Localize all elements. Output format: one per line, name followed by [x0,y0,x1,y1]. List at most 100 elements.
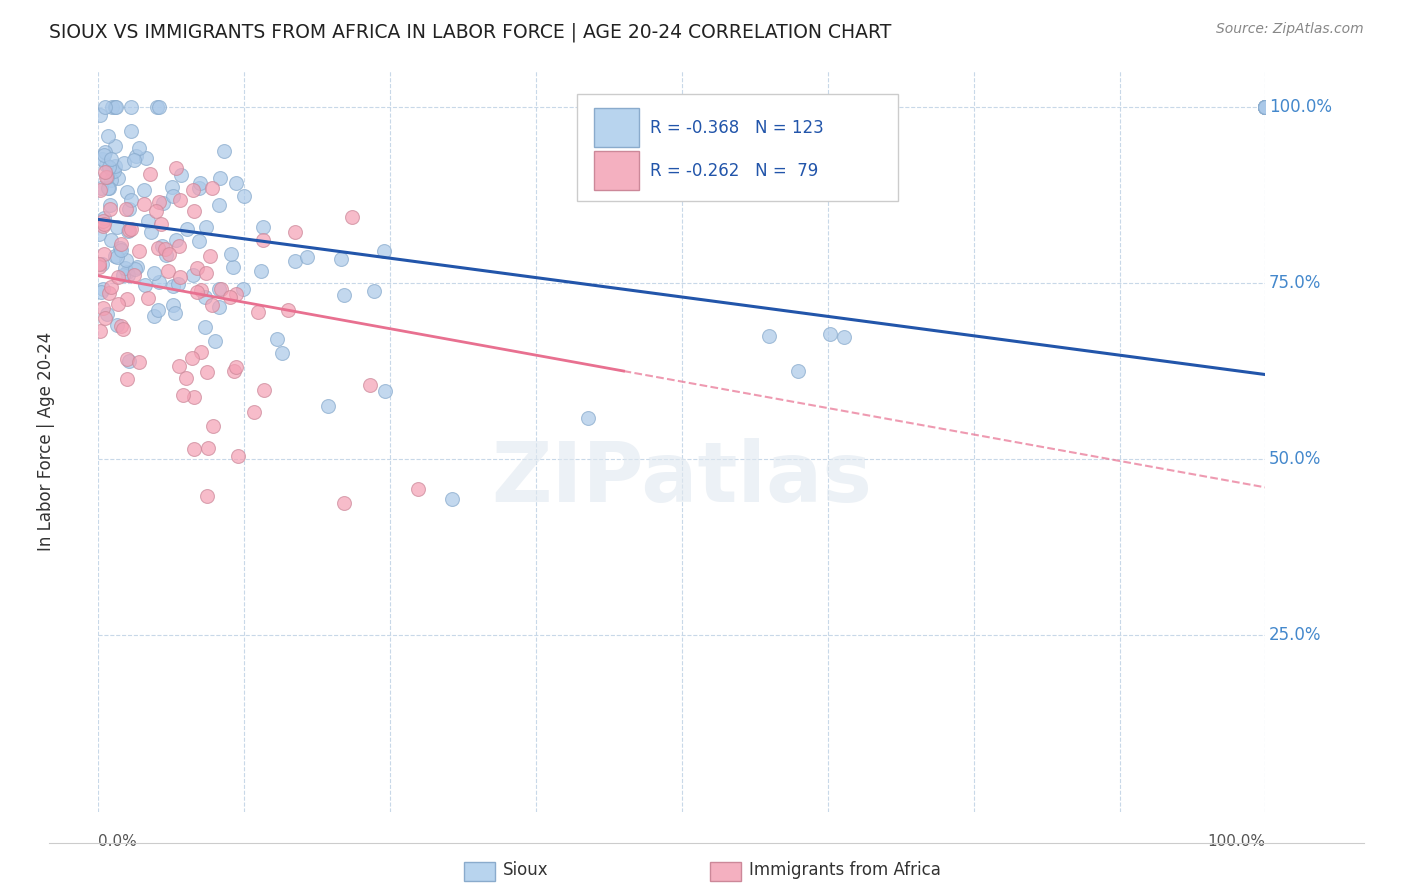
Point [91,257,114,271]
Point [201,418,224,433]
Point [284,225,307,239]
Point [110,243,132,257]
Point [1254,100,1277,114]
Point [169,239,191,253]
Point [252,233,274,247]
Point [194,320,217,334]
Point [1254,100,1277,114]
Point [118,223,141,237]
Point [87,257,110,271]
Text: Source: ZipAtlas.com: Source: ZipAtlas.com [1216,22,1364,37]
Point [190,283,212,297]
Point [143,266,166,280]
Point [115,371,138,385]
Point [87,227,110,241]
Point [232,282,254,296]
Text: 100.0%: 100.0% [1268,97,1331,116]
Point [330,252,353,266]
Point [250,263,273,277]
Point [128,355,150,369]
Point [1254,100,1277,114]
Point [195,489,218,503]
Point [118,354,141,368]
Point [204,334,226,348]
Point [359,378,381,392]
Point [209,282,232,296]
Text: 50.0%: 50.0% [1268,450,1322,468]
Point [198,249,221,263]
Point [834,330,856,344]
Text: SIOUX VS IMMIGRANTS FROM AFRICA IN LABOR FORCE | AGE 20-24 CORRELATION CHART: SIOUX VS IMMIGRANTS FROM AFRICA IN LABOR… [49,22,891,42]
Point [316,399,339,413]
Point [105,318,128,333]
Point [93,148,115,162]
Point [188,181,211,195]
Point [169,270,191,285]
Point [90,180,112,194]
Point [197,441,219,455]
Point [107,270,129,285]
Point [181,268,204,282]
Point [97,285,120,300]
Text: R = -0.368   N = 123: R = -0.368 N = 123 [651,119,824,136]
Point [110,241,132,255]
Point [170,168,193,182]
Point [295,251,318,265]
Text: ZIPatlas: ZIPatlas [492,438,872,519]
Text: 0.0%: 0.0% [98,834,138,849]
Point [104,249,127,263]
Point [169,193,191,207]
Point [155,247,177,261]
Point [209,171,232,186]
Point [93,217,115,231]
Point [93,211,115,225]
Point [132,184,155,198]
Point [373,244,395,259]
Point [252,219,274,234]
Point [186,285,208,299]
Point [138,291,160,305]
Point [124,262,146,277]
Point [120,194,142,208]
Point [100,173,122,187]
Point [118,202,141,216]
Point [125,260,148,274]
Point [104,139,127,153]
Point [98,202,121,216]
Point [97,129,120,144]
Point [98,181,121,195]
Point [122,268,145,282]
Point [114,202,136,216]
Point [183,203,205,218]
Point [148,100,170,114]
Point [98,198,121,212]
Point [195,266,218,280]
Point [1254,100,1277,114]
Point [333,288,356,302]
Text: Immigrants from Africa: Immigrants from Africa [749,861,941,879]
Point [120,124,142,138]
Point [758,328,780,343]
Point [266,332,288,346]
Text: 100.0%: 100.0% [1208,834,1265,849]
Point [195,365,218,379]
Point [110,318,132,333]
Point [89,285,111,300]
Point [97,160,120,174]
Point [93,246,115,260]
Point [163,306,186,320]
Point [576,410,599,425]
Point [148,194,170,209]
Point [150,218,173,232]
Point [110,237,132,252]
Point [100,279,122,293]
Point [150,239,173,253]
Point [332,496,354,510]
Point [408,482,430,496]
Point [1254,100,1277,114]
Point [181,351,204,366]
Point [146,100,169,114]
Point [157,264,180,278]
Point [190,176,212,190]
Point [187,234,209,248]
